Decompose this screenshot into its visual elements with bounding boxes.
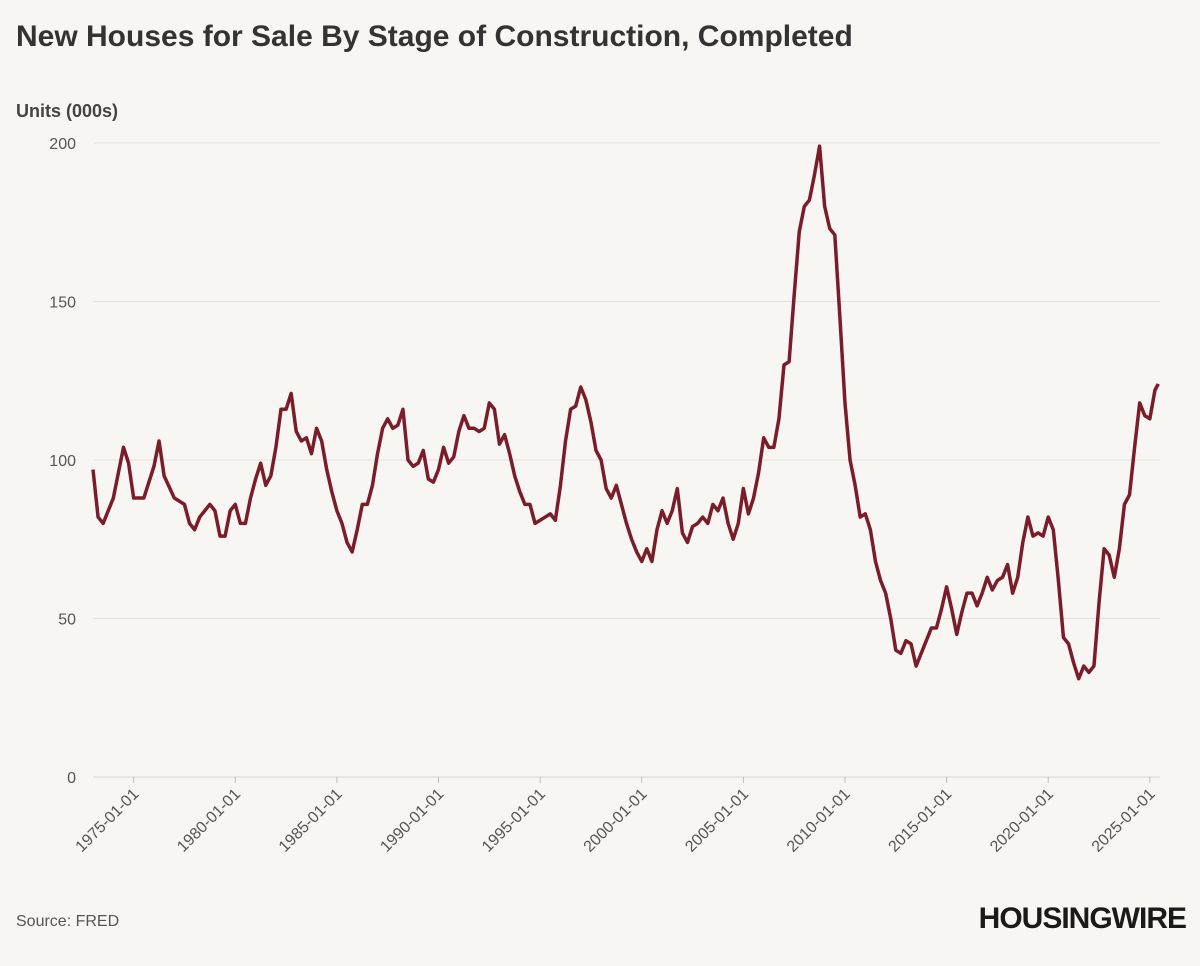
x-tick-label: 1985-01-01 bbox=[276, 786, 346, 856]
brand-logo: HOUSINGWIRE bbox=[979, 902, 1186, 935]
x-tick-label: 1975-01-01 bbox=[73, 786, 143, 856]
y-tick-label: 50 bbox=[58, 612, 76, 629]
x-tick-label: 1990-01-01 bbox=[377, 786, 447, 856]
source: Source: FRED bbox=[16, 913, 119, 930]
x-tick-label: 2015-01-01 bbox=[886, 786, 956, 856]
y-tick-label: 150 bbox=[49, 295, 76, 312]
y-tick-label: 100 bbox=[49, 453, 76, 470]
x-tick-label: 2010-01-01 bbox=[784, 786, 854, 856]
x-tick-label: 2005-01-01 bbox=[682, 786, 752, 856]
data-line bbox=[91, 144, 1160, 681]
x-tick-label: 1980-01-01 bbox=[174, 786, 244, 856]
y-tick-label: 200 bbox=[49, 136, 76, 153]
chart-title: New Houses for Sale By Stage of Construc… bbox=[16, 20, 853, 53]
y-axis-label: Units (000s) bbox=[16, 101, 118, 121]
x-tick-label: 2020-01-01 bbox=[987, 786, 1057, 856]
y-tick-label: 0 bbox=[67, 770, 76, 787]
x-tick-label: 2025-01-01 bbox=[1089, 786, 1159, 856]
x-tick-label: 1995-01-01 bbox=[479, 786, 549, 856]
x-tick-label: 2000-01-01 bbox=[581, 786, 651, 856]
